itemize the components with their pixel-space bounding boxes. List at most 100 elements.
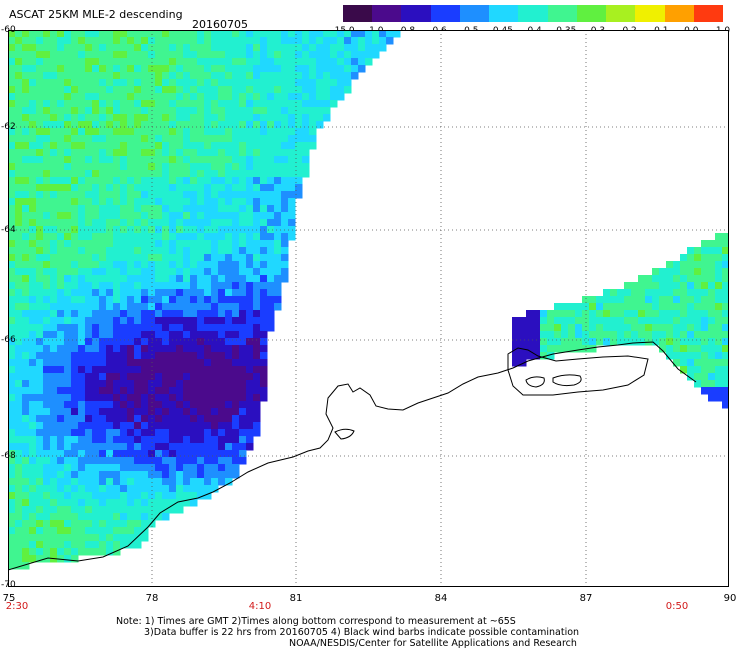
field-cell (29, 163, 37, 171)
field-cell (113, 478, 121, 486)
field-cell (162, 65, 170, 73)
field-cell (344, 51, 352, 59)
field-cell (64, 499, 72, 507)
field-cell (57, 373, 65, 381)
field-cell (218, 366, 226, 374)
field-cell (106, 492, 114, 500)
field-cell (260, 58, 268, 66)
field-cell (288, 114, 296, 122)
field-cell (708, 282, 716, 290)
field-cell (141, 37, 149, 45)
field-cell (155, 268, 163, 276)
field-cell (204, 422, 212, 430)
field-cell (134, 156, 142, 164)
field-cell (99, 471, 107, 479)
field-cell (274, 65, 282, 73)
field-cell (526, 338, 534, 346)
field-cell (176, 450, 184, 458)
field-cell (120, 212, 128, 220)
field-cell (162, 436, 170, 444)
field-cell (169, 345, 177, 353)
field-cell (148, 506, 156, 514)
field-cell (15, 513, 23, 521)
field-cell (85, 520, 93, 528)
field-cell (99, 198, 107, 206)
field-cell (106, 254, 114, 262)
field-cell (71, 128, 79, 136)
field-cell (78, 331, 86, 339)
field-cell (120, 184, 128, 192)
field-cell (561, 338, 569, 346)
field-cell (330, 37, 338, 45)
field-cell (183, 387, 191, 395)
field-cell (253, 191, 261, 199)
field-cell (701, 240, 709, 248)
field-cell (127, 317, 135, 325)
field-cell (57, 380, 65, 388)
field-cell (50, 114, 58, 122)
field-cell (22, 541, 30, 549)
field-cell (36, 282, 44, 290)
field-cell (120, 37, 128, 45)
field-cell (106, 226, 114, 234)
field-cell (246, 163, 254, 171)
field-cell (64, 156, 72, 164)
field-cell (113, 268, 121, 276)
field-cell (610, 338, 618, 346)
field-cell (29, 471, 37, 479)
field-cell (176, 443, 184, 451)
field-cell (197, 415, 205, 423)
field-cell (50, 310, 58, 318)
field-cell (120, 198, 128, 206)
field-cell (120, 156, 128, 164)
field-cell (561, 317, 569, 325)
field-cell (36, 58, 44, 66)
field-cell (274, 114, 282, 122)
field-cell (260, 198, 268, 206)
field-cell (169, 436, 177, 444)
field-cell (260, 373, 268, 381)
field-cell (155, 499, 163, 507)
field-cell (120, 142, 128, 150)
field-cell (57, 324, 65, 332)
field-cell (71, 345, 79, 353)
field-cell (50, 422, 58, 430)
field-cell (190, 79, 198, 87)
field-cell (64, 296, 72, 304)
field-cell (694, 268, 702, 276)
field-cell (701, 366, 709, 374)
lat-label: -62 (1, 122, 16, 132)
field-cell (183, 170, 191, 178)
field-cell (155, 107, 163, 115)
field-cell (155, 345, 163, 353)
field-cell (316, 121, 324, 129)
field-cell (708, 345, 716, 353)
field-cell (211, 107, 219, 115)
field-cell (120, 275, 128, 283)
field-cell (659, 289, 667, 297)
field-cell (120, 401, 128, 409)
field-cell (8, 513, 16, 521)
field-cell (267, 156, 275, 164)
field-cell (701, 261, 709, 269)
field-cell (288, 86, 296, 94)
field-cell (260, 387, 268, 395)
field-cell (190, 156, 198, 164)
field-cell (85, 135, 93, 143)
field-cell (29, 247, 37, 255)
field-cell (71, 198, 79, 206)
field-cell (722, 331, 729, 339)
field-cell (36, 268, 44, 276)
field-cell (302, 30, 310, 38)
field-cell (148, 485, 156, 493)
field-cell (211, 359, 219, 367)
field-cell (169, 51, 177, 59)
field-cell (71, 401, 79, 409)
field-cell (43, 366, 51, 374)
field-cell (197, 163, 205, 171)
field-cell (190, 303, 198, 311)
field-cell (589, 331, 597, 339)
field-cell (267, 268, 275, 276)
field-cell (8, 541, 16, 549)
field-cell (575, 338, 583, 346)
